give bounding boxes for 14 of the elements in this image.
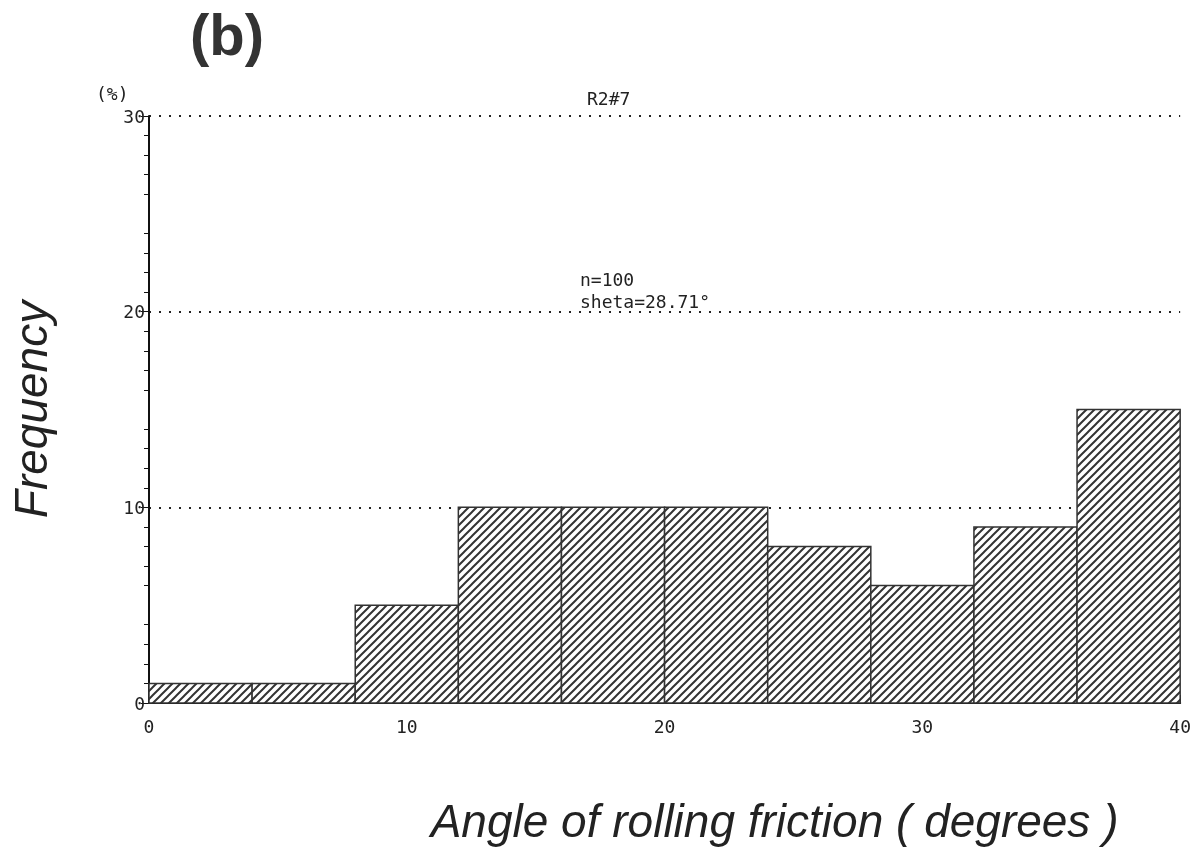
x-tick-label: 10 — [395, 715, 418, 737]
chart-title: (b) — [190, 1, 265, 67]
x-axis-title: Angle of rolling friction ( degrees ) — [427, 795, 1119, 847]
y-tick-label: 30 — [123, 105, 145, 127]
y-tick-label: 20 — [123, 301, 145, 323]
text: (%) — [96, 82, 129, 104]
y-tick-label: 10 — [123, 496, 145, 518]
y-tick-label: 0 — [134, 692, 145, 714]
y-axis-title: Frequency — [5, 297, 57, 519]
chart-subtitle: R2#7 — [587, 87, 631, 109]
annotation: n=100 sheta=28.71° — [580, 268, 711, 312]
x-tick-label: 20 — [653, 715, 676, 737]
x-tick-label: 40 — [1169, 715, 1192, 737]
x-tick-label: 30 — [911, 715, 934, 737]
